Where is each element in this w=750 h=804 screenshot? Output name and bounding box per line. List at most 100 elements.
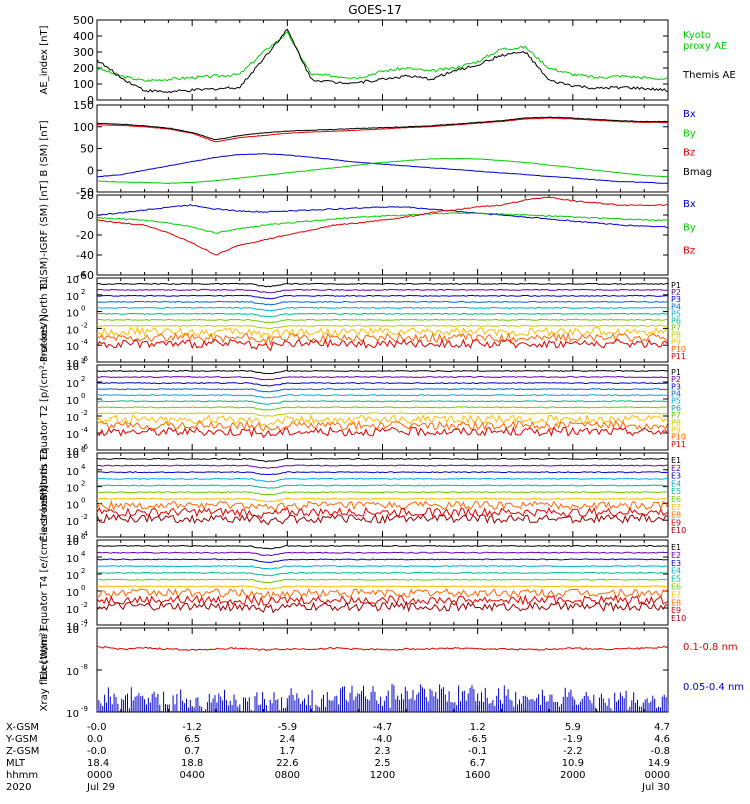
y-tick-label: 400 <box>73 30 94 43</box>
y-tick-exponent: -2 <box>81 321 88 329</box>
channel-legend-p2: P2 <box>671 375 681 384</box>
y-tick-exponent: 0 <box>81 392 85 400</box>
x-axis-value: -4.0 <box>373 734 393 745</box>
x-axis-value: 2.5 <box>375 758 391 769</box>
legend-label: By <box>683 128 696 139</box>
channel-line-p11 <box>96 338 669 352</box>
channel-line-e9 <box>96 594 669 607</box>
y-tick-exponent: -7 <box>81 621 88 629</box>
y-tick-label: 10 <box>66 622 79 633</box>
y-tick-exponent: -4 <box>81 618 89 626</box>
channel-line-e4 <box>96 477 669 483</box>
channel-line-e3 <box>96 558 669 563</box>
x-axis-value: 2000 <box>560 770 585 781</box>
x-axis-value: 0800 <box>275 770 300 781</box>
channel-line-e10 <box>96 513 669 526</box>
y-tick-label: 10 <box>66 275 79 286</box>
y-tick-label: -40 <box>76 249 94 262</box>
y-tick-exponent: -4 <box>81 530 89 538</box>
y-tick-label: 0 <box>87 209 94 222</box>
y-tick-label: 150 <box>73 99 94 112</box>
panel-1: 500 400 300 200 100 0 AE_index [nT] Kyotoproxy … <box>39 14 736 107</box>
y-tick-label: 10 <box>66 362 79 373</box>
y-axis-label: Protons Equator T2 [p/(cm²-s-sr-keV)] <box>39 314 50 501</box>
channel-legend-e7: E7 <box>671 590 681 599</box>
channel-line-p3 <box>96 382 668 387</box>
channel-legend-p10: P10 <box>671 433 686 442</box>
legend-label: Bx <box>683 199 696 210</box>
x-axis-value: 2.3 <box>375 746 391 757</box>
x-axis-row-label: 2020 <box>6 782 31 793</box>
x-axis-value: 1200 <box>370 770 395 781</box>
y-tick-label: 10 <box>66 605 79 616</box>
x-axis-value: 0000 <box>645 770 670 781</box>
y-tick-exponent: 4 <box>81 550 86 558</box>
x-axis-value: 18.8 <box>181 758 203 769</box>
y-tick-label: 10 <box>66 588 79 599</box>
y-tick-exponent: -6 <box>81 443 89 451</box>
channel-legend-p6: P6 <box>671 404 681 413</box>
y-tick-label: 10 <box>66 554 79 565</box>
y-tick-label: 10 <box>66 359 79 370</box>
channel-legend-e2: E2 <box>671 551 681 560</box>
y-tick-exponent: 4 <box>81 271 86 279</box>
channel-line-p1 <box>97 282 669 288</box>
y-tick-exponent: -9 <box>81 705 88 713</box>
x-axis-value: -0.0 <box>87 746 107 757</box>
y-tick-exponent: -4 <box>81 338 89 346</box>
x-axis-value: -4.7 <box>373 722 393 733</box>
channel-legend-p8: P8 <box>671 331 681 340</box>
channel-legend-e4: E4 <box>671 567 681 576</box>
y-tick-label: 20 <box>80 189 94 202</box>
channel-line-p5 <box>97 306 669 312</box>
y-tick-label: 10 <box>66 450 79 461</box>
series-line-bz <box>96 196 668 256</box>
channel-line-p8 <box>96 324 669 330</box>
x-axis-row-label: X-GSM <box>6 722 39 733</box>
y-tick-label: 500 <box>73 14 94 27</box>
x-axis-value: 5.9 <box>565 722 581 733</box>
y-tick-exponent: 4 <box>81 463 86 471</box>
channel-legend-p11: P11 <box>671 440 686 449</box>
y-tick-label: 10 <box>66 571 79 582</box>
x-axis-value: 1600 <box>465 770 490 781</box>
channel-line-e1 <box>96 457 669 463</box>
series-line-0-1-0-8-nm <box>96 645 669 652</box>
y-tick-exponent: -2 <box>81 409 88 417</box>
channel-legend-p3: P3 <box>671 295 681 304</box>
x-axis-value: -6.5 <box>468 734 488 745</box>
legend-label: proxy AE <box>683 41 727 52</box>
y-tick-label: -60 <box>76 269 94 282</box>
channel-legend-p9: P9 <box>671 338 681 347</box>
x-axis-value: 18.4 <box>87 758 109 769</box>
legend-label: Bx <box>683 109 696 120</box>
x-axis-row-label: hhmm <box>6 770 38 781</box>
series-line-bz <box>96 117 669 143</box>
channel-legend-e8: E8 <box>671 598 681 607</box>
channel-legend-e3: E3 <box>671 559 681 568</box>
y-tick-label: 300 <box>73 46 94 59</box>
y-tick-label: 10 <box>66 667 79 678</box>
series-line-0-05-0-4-nm <box>96 683 669 712</box>
y-tick-label: 10 <box>66 534 79 545</box>
y-tick-exponent: 0 <box>81 496 85 504</box>
y-axis-label: Electrons Equator T4 [e/(cm²-s-sr-keV)] <box>39 485 50 680</box>
y-tick-label: -20 <box>76 229 94 242</box>
channel-legend-p7: P7 <box>671 324 681 333</box>
y-axis-label: Electrons North T3 <box>39 448 50 541</box>
channel-legend-e9: E9 <box>671 518 681 527</box>
channel-line-e6 <box>96 491 669 496</box>
y-tick-label: 10 <box>66 413 79 424</box>
channel-legend-e9: E9 <box>671 606 681 615</box>
y-tick-label: 200 <box>73 62 94 75</box>
channel-line-e7 <box>96 497 669 503</box>
channel-line-e8 <box>96 588 669 602</box>
channel-legend-p3: P3 <box>671 382 681 391</box>
channel-line-p10 <box>96 332 669 346</box>
y-tick-exponent: 2 <box>81 567 85 575</box>
legend-label: Bz <box>683 246 695 257</box>
channel-legend-p9: P9 <box>671 425 681 434</box>
channel-legend-e10: E10 <box>671 614 686 623</box>
x-axis-row-label: MLT <box>6 758 26 769</box>
channel-line-p4 <box>96 300 669 306</box>
